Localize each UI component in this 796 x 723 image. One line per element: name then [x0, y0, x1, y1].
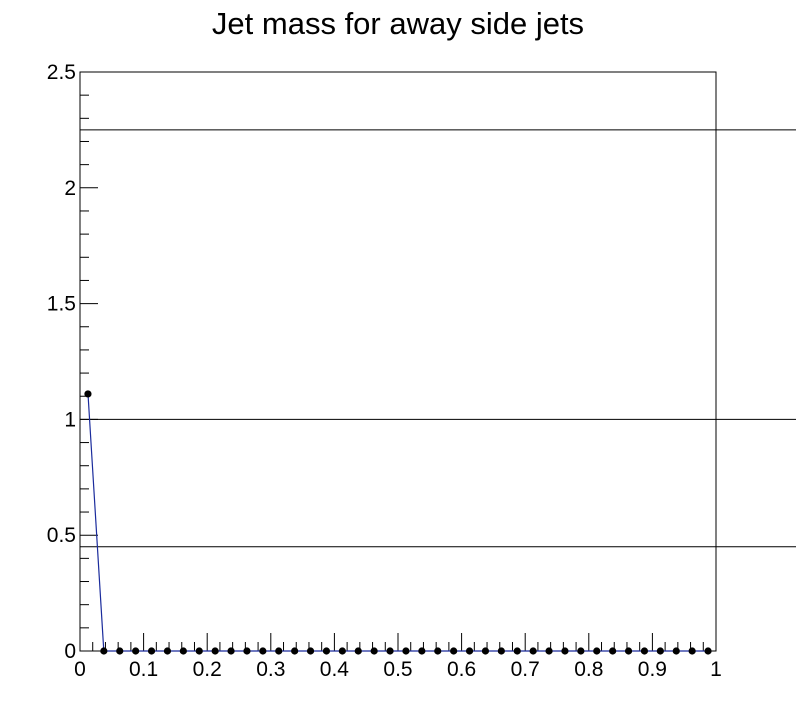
data-point [291, 647, 299, 655]
data-point [656, 647, 664, 655]
reference-lines [80, 129, 796, 548]
data-point [179, 647, 187, 655]
x-tick-label: 0 [74, 658, 86, 681]
x-tick-label: 0.2 [193, 658, 222, 681]
data-point [561, 647, 569, 655]
y-axis: 0 0.5 1 1.5 2 2.5 [47, 61, 98, 663]
data-point [147, 647, 156, 655]
data-point [545, 647, 553, 655]
data-point [704, 647, 712, 655]
data-point [450, 647, 458, 655]
data-point [370, 647, 378, 655]
data-point [434, 647, 442, 655]
data-point [609, 647, 617, 655]
y-tick-label: 2.5 [47, 61, 76, 84]
data-point [275, 647, 283, 655]
y-tick-label: 1.5 [47, 293, 76, 316]
data-point [116, 647, 124, 655]
data-point [322, 647, 331, 655]
data-point [465, 647, 474, 655]
data-point [100, 647, 108, 655]
data-point [163, 647, 172, 655]
x-tick-label: 0.5 [383, 658, 412, 681]
data-point [640, 647, 649, 655]
data-point [211, 647, 219, 655]
x-tick-label: 0.7 [511, 658, 540, 681]
data-point [227, 647, 235, 655]
y-tick-label: 0.5 [47, 524, 76, 547]
data-point [577, 647, 585, 655]
data-point [243, 647, 251, 655]
data-point [593, 647, 601, 655]
x-tick-label: 0.8 [574, 658, 603, 681]
data-point [688, 647, 696, 655]
data-point [672, 647, 680, 655]
y-tick-label: 2 [64, 177, 76, 200]
y-tick-label: 0 [64, 640, 76, 663]
data-point [338, 647, 346, 655]
y-tick-label: 1 [64, 408, 76, 431]
data-point [195, 647, 203, 655]
plot-frame [79, 71, 717, 652]
x-axis: 0 0.1 0.2 0.3 0.4 0.5 0.6 0.7 0.8 0.9 1 [74, 633, 722, 681]
data-point [481, 647, 490, 655]
x-tick-label: 0.3 [256, 658, 285, 681]
data-point [402, 647, 410, 655]
data-point [624, 647, 633, 655]
data-point [529, 647, 537, 655]
data-point [513, 647, 521, 655]
data-point [84, 390, 92, 398]
x-tick-label: 0.4 [320, 658, 350, 681]
data-point [354, 647, 362, 655]
series-line [87, 393, 709, 652]
data-point [306, 647, 315, 655]
x-tick-label: 0.9 [638, 658, 667, 681]
data-point [386, 647, 394, 655]
x-tick-label: 1 [710, 658, 722, 681]
x-tick-label: 0.6 [447, 658, 476, 681]
data-point [418, 647, 426, 655]
x-tick-label: 0.1 [129, 658, 158, 681]
data-series [84, 390, 712, 655]
data-point [259, 647, 267, 655]
chart-title: Jet mass for away side jets [212, 6, 584, 41]
data-point [497, 647, 505, 655]
data-point [132, 647, 140, 655]
